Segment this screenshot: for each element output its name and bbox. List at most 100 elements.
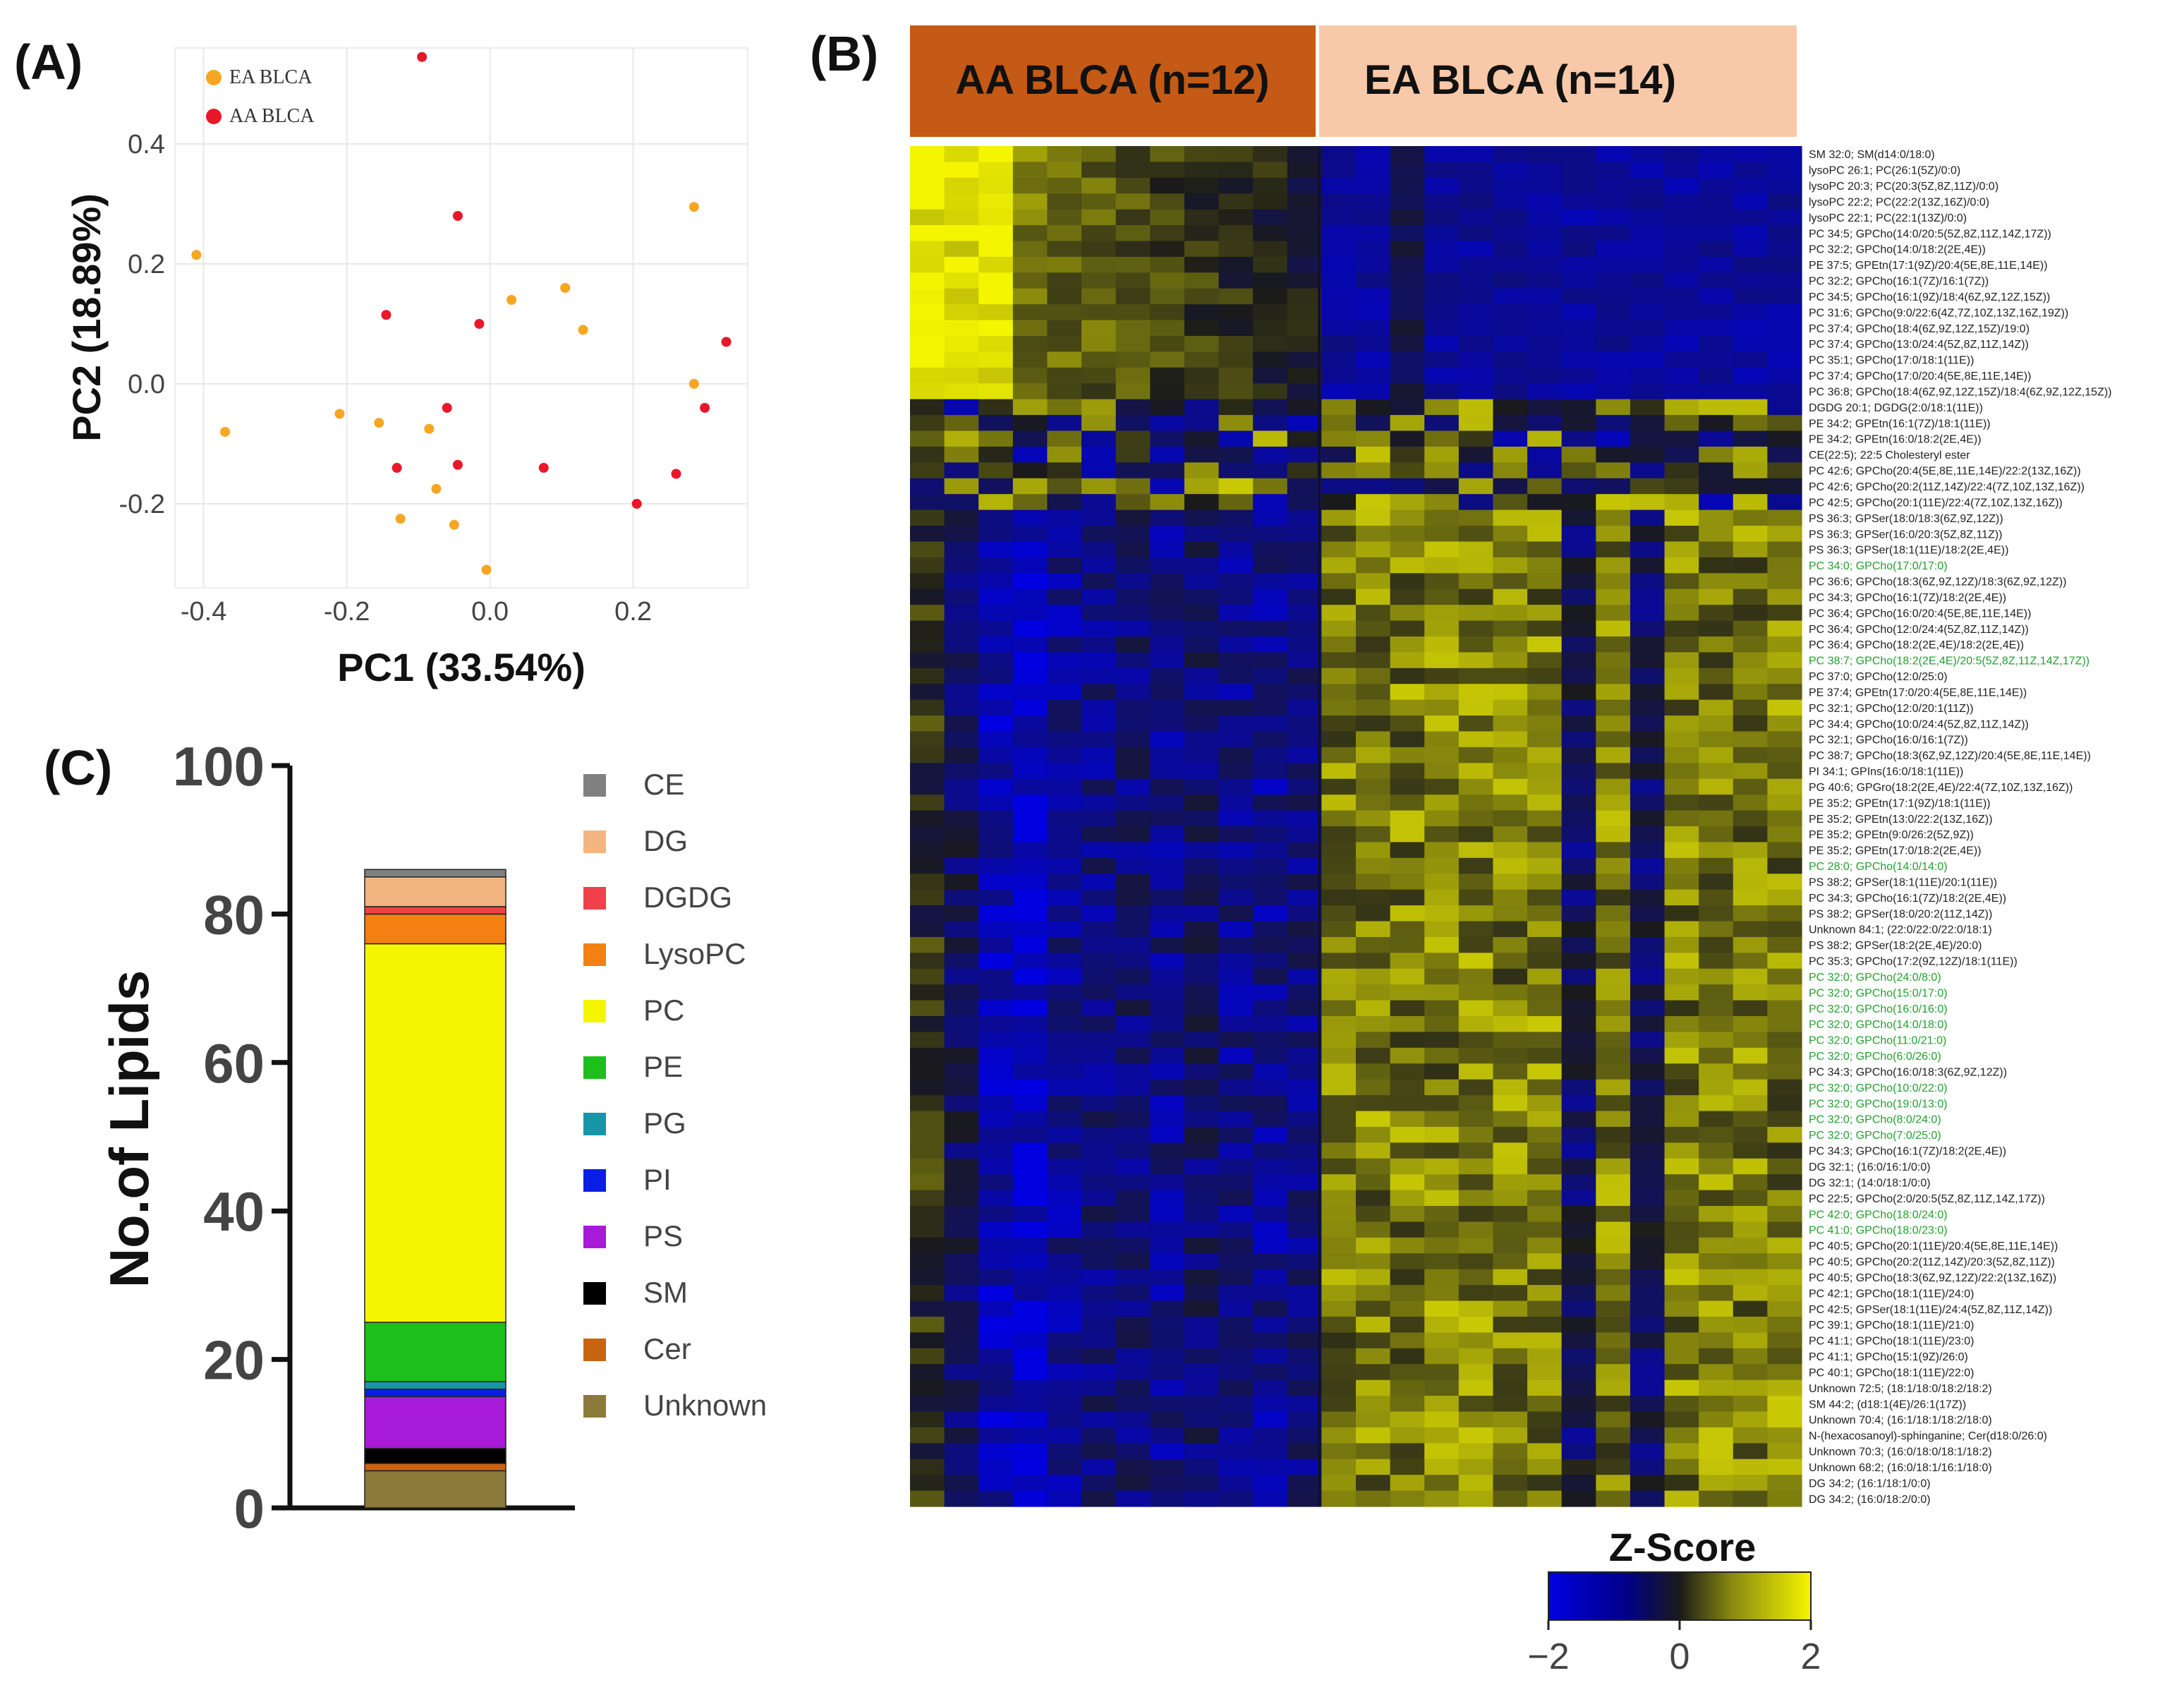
heatmap-cell	[1699, 747, 1734, 763]
heatmap-cell	[1012, 921, 1048, 938]
heatmap-cell	[1150, 936, 1185, 953]
heatmap-cell	[1527, 605, 1563, 622]
heatmap-cell	[1081, 241, 1117, 258]
colorbar-title: Z-Score	[1609, 1525, 1757, 1569]
heatmap-cell	[978, 146, 1014, 163]
heatmap-cell	[1561, 795, 1596, 811]
heatmap-cell	[1287, 509, 1322, 526]
heatmap-cell	[1596, 953, 1631, 970]
heatmap-cell	[1664, 383, 1699, 400]
heatmap-cell	[1390, 351, 1425, 368]
heatmap-cell	[1767, 1016, 1802, 1033]
heatmap-cell	[1115, 1443, 1151, 1460]
heatmap-cell	[1664, 288, 1699, 305]
heatmap-cell	[978, 1253, 1014, 1270]
heatmap-cell	[1596, 193, 1631, 210]
heatmap-cell	[1184, 1300, 1220, 1317]
heatmap-cell	[1458, 272, 1494, 289]
heatmap-cell	[1458, 652, 1494, 669]
heatmap-cell	[1356, 953, 1391, 970]
heatmap-cell	[1115, 889, 1151, 906]
heatmap-cell	[1081, 509, 1117, 526]
heatmap-cell	[1321, 1490, 1357, 1507]
heatmap-cell	[1253, 304, 1288, 321]
heatmap-cell	[1184, 1253, 1220, 1270]
heatmap-cell	[1458, 351, 1494, 368]
heatmap-cell	[1424, 462, 1460, 479]
pca-y-tick-label: 0.0	[128, 370, 165, 399]
heatmap-cell	[1356, 763, 1391, 780]
heatmap-cell	[1596, 225, 1631, 242]
heatmap-cell	[1321, 1316, 1357, 1333]
heatmap-cell	[1287, 588, 1322, 605]
heatmap-cell	[1218, 1285, 1254, 1302]
heatmap-cell	[978, 826, 1014, 843]
heatmap-cell	[1424, 984, 1460, 1001]
heatmap-cell	[910, 889, 945, 906]
heatmap-cell	[1664, 415, 1699, 432]
heatmap-cell	[1115, 1174, 1151, 1191]
heatmap-cell	[1321, 795, 1357, 811]
heatmap-cell	[1253, 272, 1288, 289]
heatmap-cell	[1218, 857, 1254, 874]
heatmap-cell	[1527, 684, 1563, 701]
heatmap-cell	[1012, 1016, 1048, 1033]
heatmap-cell	[910, 320, 945, 337]
heatmap-cell	[1012, 383, 1048, 400]
heatmap-cell	[1047, 1427, 1082, 1444]
heatmap-cell	[1699, 905, 1734, 922]
heatmap-cell	[1596, 320, 1631, 337]
heatmap-cell	[1424, 1142, 1460, 1159]
heatmap-cell	[944, 415, 979, 432]
heatmap-cell	[1561, 1253, 1596, 1270]
heatmap-cell	[1493, 810, 1528, 827]
heatmap-cell	[1424, 415, 1460, 432]
bar-y-tick-label: 100	[173, 735, 265, 797]
heatmap-cell	[1287, 1000, 1322, 1017]
legend-swatch-ps	[583, 1226, 606, 1248]
heatmap-cell	[1664, 1443, 1699, 1460]
heatmap-cell	[1115, 1206, 1151, 1223]
heatmap-cell	[1390, 478, 1425, 495]
heatmap-cell	[1184, 1158, 1220, 1175]
heatmap-row-label: PC 37:4; GPCho(18:4(6Z,9Z,12Z,15Z)/19:0)	[1809, 323, 2030, 335]
heatmap-cell	[1287, 526, 1322, 543]
heatmap-cell	[1527, 177, 1563, 194]
heatmap-cell	[1733, 193, 1768, 210]
heatmap-cell	[1321, 1016, 1357, 1033]
heatmap-cell	[1596, 1000, 1631, 1017]
heatmap-cell	[944, 351, 979, 368]
heatmap-cell	[1150, 494, 1185, 511]
heatmap-row-label: PC 32:0; GPCho(8:0/24:0)	[1809, 1114, 1941, 1126]
heatmap-cell	[1493, 1348, 1528, 1365]
heatmap-cell	[1390, 1047, 1425, 1064]
heatmap-cell	[1630, 1427, 1666, 1444]
heatmap-cell	[1321, 209, 1357, 226]
heatmap-cell	[1390, 1332, 1425, 1349]
heatmap-cell	[1321, 605, 1357, 622]
heatmap-cell	[978, 288, 1014, 305]
heatmap-cell	[1424, 620, 1460, 637]
heatmap-cell	[1150, 304, 1185, 321]
heatmap-cell	[1150, 399, 1185, 416]
heatmap-cell	[1424, 874, 1460, 890]
heatmap-cell	[1664, 826, 1699, 843]
heatmap-cell	[1150, 1126, 1185, 1143]
heatmap-cell	[910, 462, 945, 479]
heatmap-cell	[978, 415, 1014, 432]
heatmap-cell	[1390, 225, 1425, 242]
heatmap-cell	[1767, 272, 1802, 289]
heatmap-cell	[1527, 1111, 1563, 1128]
heatmap-cell	[1630, 1332, 1666, 1349]
heatmap-cell	[1012, 1000, 1048, 1017]
heatmap-cell	[1184, 1379, 1220, 1396]
heatmap-cell	[1630, 1379, 1666, 1396]
heatmap-cell	[1218, 462, 1254, 479]
heatmap-cell	[1253, 1316, 1288, 1333]
heatmap-cell	[1664, 1285, 1699, 1302]
heatmap-cell	[1458, 462, 1494, 479]
heatmap-cell	[1081, 1285, 1117, 1302]
heatmap-cell	[1630, 1032, 1666, 1049]
heatmap-cell	[1218, 225, 1254, 242]
heatmap-cell	[978, 1285, 1014, 1302]
